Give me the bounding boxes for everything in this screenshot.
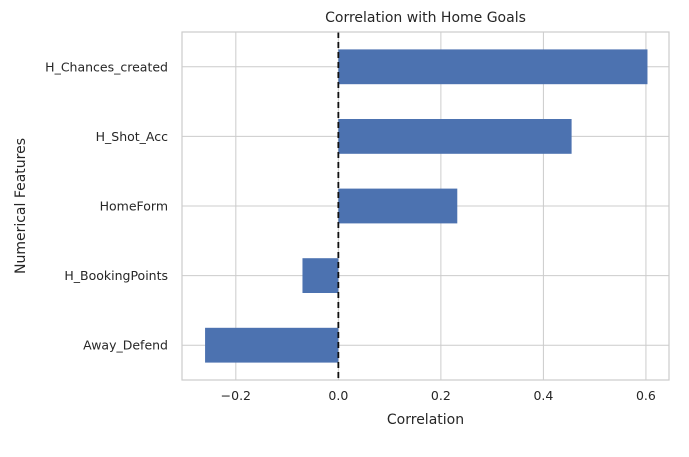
bar-h-bookingpoints — [302, 258, 339, 293]
y-tick-label: HomeForm — [100, 199, 168, 214]
y-tick-label: H_Shot_Acc — [96, 129, 169, 144]
y-tick-label: H_Chances_created — [45, 59, 168, 74]
x-axis-label: Correlation — [387, 412, 464, 428]
plot-area-frame — [181, 31, 670, 381]
y-tick-label: Away_Defend — [83, 338, 168, 353]
x-tick-label: 0.6 — [636, 388, 656, 403]
y-tick-labels: H_Chances_created H_Shot_Acc HomeForm H_Boo… — [45, 59, 168, 352]
chart-title: Correlation with Home Goals — [325, 10, 526, 26]
x-tick-label: −0.2 — [221, 388, 251, 403]
bar-homeform — [338, 188, 458, 224]
x-tick-label: 0.0 — [328, 388, 348, 403]
x-tick-label: 0.4 — [533, 388, 553, 403]
bar-away-defend — [205, 327, 339, 363]
x-tick-labels: −0.2 0.0 0.2 0.4 0.6 — [221, 388, 656, 403]
x-tick-label: 0.2 — [431, 388, 451, 403]
bar-h-chances-created — [338, 49, 648, 85]
bar-h-shot-acc — [338, 119, 572, 154]
y-tick-label: H_BookingPoints — [64, 268, 168, 283]
bars — [205, 49, 648, 363]
y-axis-label: Numerical Features — [13, 138, 29, 274]
